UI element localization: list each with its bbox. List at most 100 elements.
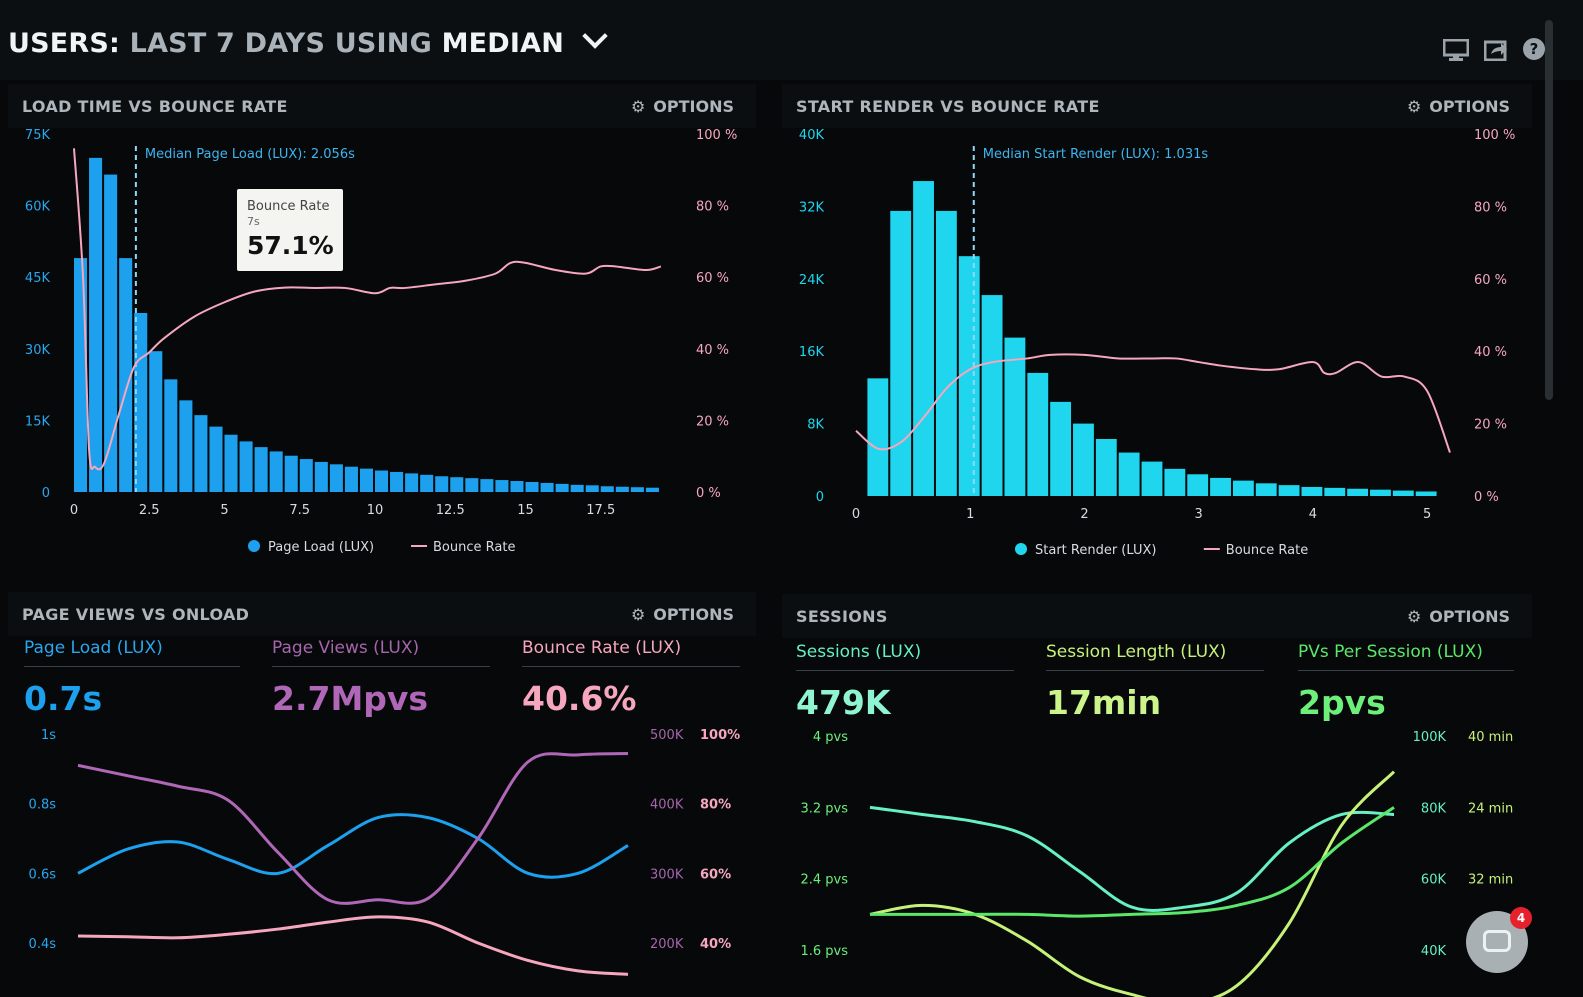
bar — [329, 464, 343, 492]
metric-label: Session Length (LUX) — [1046, 642, 1264, 671]
x-tick: 15 — [517, 503, 534, 518]
series-line — [869, 805, 1395, 912]
title-metric[interactable]: MEDIAN — [441, 28, 565, 59]
legend-line-label: Bounce Rate — [433, 540, 515, 555]
y-left-tick: 16K — [799, 345, 825, 360]
x-tick: 7.5 — [289, 503, 310, 518]
x-tick: 17.5 — [586, 503, 615, 518]
bounce-rate-line — [855, 353, 1451, 453]
y-right-tick: 20 % — [1474, 418, 1507, 433]
bar — [480, 479, 494, 492]
metric-value: 17min — [1046, 683, 1162, 722]
bar — [913, 181, 934, 496]
title-using: USING — [334, 28, 432, 59]
bar — [981, 295, 1003, 496]
panel-sessions: SESSIONS ⚙ OPTIONS Sessions (LUX) 479K Se… — [782, 594, 1532, 997]
bar — [1004, 337, 1026, 496]
panel-title: LOAD TIME VS BOUNCE RATE — [22, 97, 288, 116]
bar — [555, 483, 569, 492]
title-range[interactable]: LAST 7 DAYS — [129, 28, 326, 59]
bar — [375, 470, 389, 492]
options-button[interactable]: ⚙ OPTIONS — [1407, 97, 1510, 116]
tooltip-x: 7s — [247, 215, 260, 228]
help-icon[interactable]: ? — [1523, 38, 1545, 60]
bar — [1301, 486, 1323, 496]
bar — [344, 466, 358, 492]
metric-bounce-rate[interactable]: Bounce Rate (LUX) 40.6% — [522, 638, 740, 718]
options-button[interactable]: ⚙ OPTIONS — [631, 605, 734, 624]
y-right-tick: 0 % — [1474, 490, 1499, 505]
start-render-chart: 0 8K 16K 24K 32K 40K 0 % 20 % 40 % 60 % 80 % 100 % 0… — [799, 128, 1515, 558]
chat-launcher[interactable]: 4 — [1466, 907, 1532, 973]
bar — [405, 473, 419, 492]
bar — [104, 174, 118, 492]
page-title[interactable]: USERS: LAST 7 DAYS USING MEDIAN — [8, 23, 608, 59]
bar — [254, 447, 268, 492]
y-left-tick: 0.4s — [29, 937, 57, 952]
metric-sessions[interactable]: Sessions (LUX) 479K — [796, 642, 1014, 722]
bar — [134, 313, 148, 492]
bar — [390, 471, 404, 492]
metric-page-load[interactable]: Page Load (LUX) 0.7s — [24, 638, 240, 718]
bar — [194, 415, 208, 492]
y-left-tick: 40K — [799, 128, 825, 143]
bar — [1073, 423, 1094, 496]
scrollbar[interactable] — [1545, 20, 1553, 400]
options-label: OPTIONS — [1429, 607, 1510, 626]
y-right-tick-bounce: 40% — [700, 937, 731, 952]
series-line — [77, 752, 629, 905]
metric-session-length[interactable]: Session Length (LUX) 17min — [1046, 642, 1264, 722]
y-right-tick: 100 % — [696, 128, 737, 143]
bar — [1392, 490, 1414, 496]
chevron-down-icon[interactable] — [581, 23, 608, 49]
legend-bars-label: Start Render (LUX) — [1035, 543, 1156, 558]
panel-header: PAGE VIEWS VS ONLOAD ⚙ OPTIONS — [8, 592, 756, 636]
bar — [179, 400, 193, 492]
options-button[interactable]: ⚙ OPTIONS — [1407, 607, 1510, 626]
legend-dot — [1015, 543, 1027, 555]
bar — [570, 484, 584, 492]
bar — [585, 485, 599, 492]
y-right-tick: 60 % — [1474, 273, 1507, 288]
x-tick: 5 — [1423, 507, 1431, 522]
bar — [1324, 487, 1346, 496]
title-users: USERS: — [8, 28, 121, 59]
panel-header: LOAD TIME VS BOUNCE RATE ⚙ OPTIONS — [8, 84, 756, 128]
bar — [149, 351, 163, 492]
metric-page-views[interactable]: Page Views (LUX) 2.7Mpvs — [272, 638, 490, 718]
bar — [1050, 401, 1072, 496]
metric-pvs-per-session[interactable]: PVs Per Session (LUX) 2pvs — [1298, 642, 1514, 722]
notification-badge: 4 — [1510, 907, 1532, 929]
bar — [1141, 461, 1163, 496]
metric-value: 0.7s — [24, 679, 103, 718]
y-left-tick: 0.6s — [29, 867, 57, 882]
bar — [615, 486, 629, 492]
bar — [1255, 483, 1277, 496]
monitor-icon[interactable] — [1443, 38, 1469, 62]
y-right-tick: 20 % — [696, 414, 729, 429]
y-right-tick: 40 % — [696, 343, 729, 358]
y-right-tick-sessions: 40K — [1421, 944, 1447, 959]
panel-header: SESSIONS ⚙ OPTIONS — [782, 594, 1532, 638]
panel-load-time-vs-bounce: LOAD TIME VS BOUNCE RATE ⚙ OPTIONS 0 15K 30… — [8, 84, 756, 570]
metric-label: PVs Per Session (LUX) — [1298, 642, 1514, 671]
bar — [314, 461, 328, 492]
x-tick: 12.5 — [436, 503, 465, 518]
bar — [420, 474, 434, 492]
options-button[interactable]: ⚙ OPTIONS — [631, 97, 734, 116]
bar — [525, 481, 539, 492]
page-views-chart: 0.4s 0.6s 0.8s 1s 200K 300K 400K 500K 40% 60% 80% 1… — [29, 728, 740, 976]
share-icon[interactable] — [1483, 38, 1509, 62]
y-right-tick-sessions: 60K — [1421, 873, 1447, 888]
panel-title: START RENDER VS BOUNCE RATE — [796, 97, 1100, 116]
x-tick: 2 — [1080, 507, 1088, 522]
y-left-tick: 1s — [41, 728, 56, 743]
y-right-tick-bounce: 100% — [700, 728, 740, 743]
options-label: OPTIONS — [653, 97, 734, 116]
gear-icon: ⚙ — [630, 605, 646, 624]
bar — [435, 476, 449, 492]
bar — [1164, 468, 1186, 496]
panel-title: SESSIONS — [796, 607, 888, 626]
bar — [224, 434, 238, 492]
x-tick: 4 — [1309, 507, 1317, 522]
